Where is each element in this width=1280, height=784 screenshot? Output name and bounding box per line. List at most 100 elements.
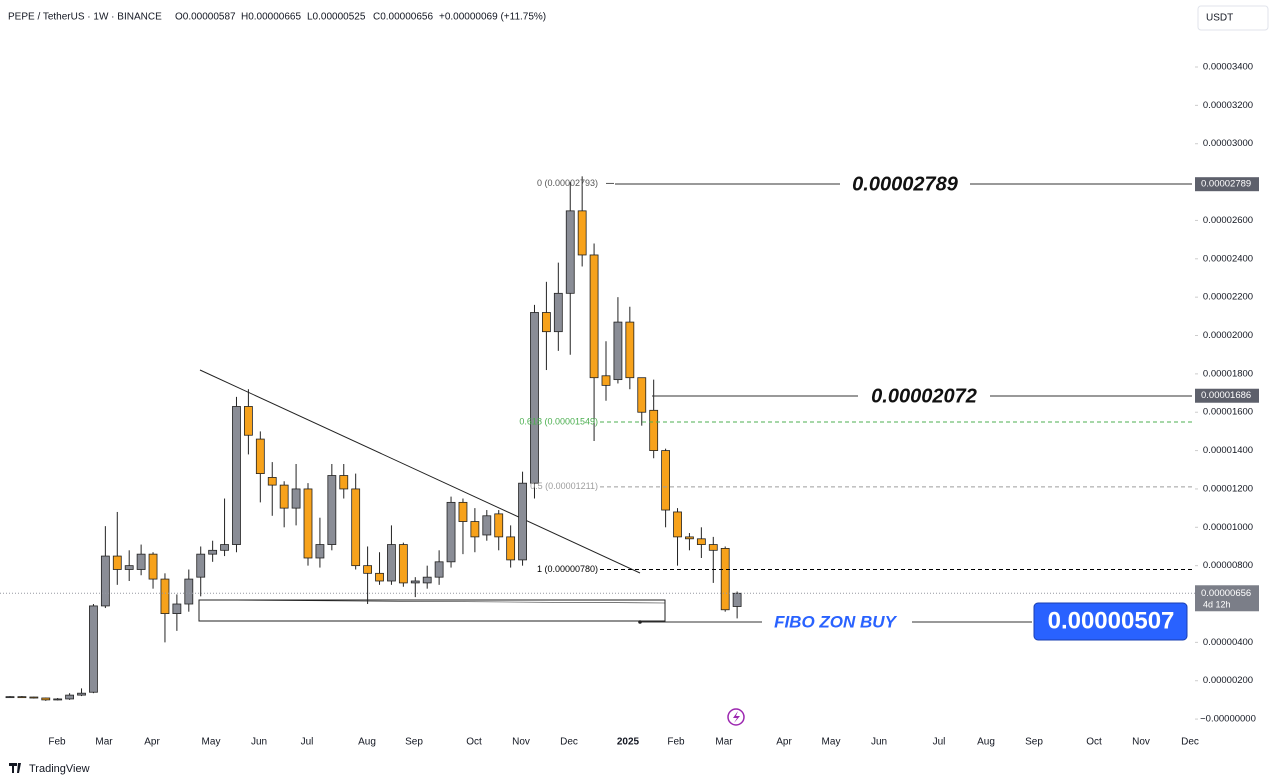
x-tick-label: Jul (301, 737, 314, 748)
candle-body (196, 553, 206, 578)
y-tick-label: 0.00002400 (1203, 253, 1253, 264)
candle-body (673, 511, 682, 538)
x-tick-label: Jun (251, 737, 267, 748)
y-tick-label: 0.00001200 (1203, 483, 1253, 494)
x-tick-label: Feb (48, 737, 66, 748)
candle-body (565, 210, 575, 294)
candle-body (601, 375, 611, 386)
candle-body (77, 692, 86, 696)
y-tick-label: 0.00002000 (1203, 330, 1253, 341)
x-tick-label: Oct (1086, 737, 1102, 748)
y-tick-label: 0.00001000 (1203, 522, 1253, 533)
candle-body (89, 605, 98, 693)
zone-line (198, 599, 666, 604)
candle-body (100, 555, 110, 607)
fib-label: 0.5 (0.00001211) (530, 481, 598, 491)
x-tick-label: Mar (95, 737, 113, 748)
candle-body (136, 553, 146, 570)
candles (5, 176, 742, 701)
price-tag (1195, 585, 1259, 612)
y-tick-label: 0.00000200 (1203, 675, 1253, 686)
currency-label: USDT (1206, 13, 1233, 24)
fib-label: 0.618 (0.00001549) (519, 416, 598, 426)
x-tick-label: Jun (871, 737, 887, 748)
candle-body (494, 513, 504, 538)
candle-body (303, 488, 313, 559)
candle-body (613, 321, 623, 381)
candle-body (625, 321, 635, 379)
price-tag-label: 0.00001686 (1201, 390, 1251, 401)
candle-body (482, 515, 492, 536)
price-tag (1195, 177, 1259, 192)
event-icon-bolt (733, 711, 740, 723)
candle-body (696, 538, 706, 545)
x-tick-label: May (202, 737, 221, 748)
candle-body (446, 501, 456, 563)
trend-line (199, 369, 641, 574)
legend-header: PEPE / TetherUS · 1W · BINANCE O0.000005… (8, 12, 546, 23)
candle-body (112, 555, 122, 570)
candle-body (184, 578, 194, 605)
x-tick-label: Feb (667, 737, 685, 748)
candle-body (208, 549, 218, 555)
ohlc-close: C0.00000656 (373, 12, 433, 23)
annotation-box (1033, 602, 1188, 641)
candle-body (518, 482, 527, 561)
candle-body (685, 536, 694, 540)
candle-body (422, 576, 432, 584)
candle-body (637, 377, 647, 413)
x-tick-label: May (822, 737, 841, 748)
candle-body (410, 580, 420, 584)
candle-body (53, 698, 63, 701)
ohlc-low: L0.00000525 (307, 12, 366, 23)
candle-body (363, 565, 373, 574)
candle-body (315, 544, 325, 559)
candle-body (327, 475, 337, 545)
brand: TradingView (29, 763, 90, 775)
candle-body (661, 450, 670, 511)
y-tick-label: 0.00000800 (1203, 560, 1253, 571)
y-tick-label: 0.00003000 (1203, 138, 1253, 149)
candle-body (589, 254, 599, 379)
annotation-text: 0.00000507 (1048, 607, 1175, 634)
annotation-text: FIBO ZON BUY (774, 612, 897, 631)
candle-body (267, 477, 277, 486)
x-tick-label: Apr (776, 737, 792, 748)
x-tick-label: Dec (1181, 737, 1199, 748)
candle-body (542, 312, 551, 333)
x-tick-label: Sep (1025, 737, 1043, 748)
candle-body (291, 488, 301, 509)
annotation-text: 0.00002072 (871, 385, 977, 407)
y-tick-label: −0.00000000 (1200, 714, 1256, 725)
candle-body (232, 406, 241, 545)
fib-label: 1 (0.00000780) (537, 564, 598, 574)
candle-body (5, 696, 15, 699)
x-tick-label: Apr (144, 737, 160, 748)
candle-body (577, 210, 587, 256)
candle-body (649, 409, 659, 451)
event-icon[interactable] (727, 708, 745, 726)
candle-body (124, 565, 134, 570)
currency-button[interactable] (1197, 5, 1269, 31)
candle-body (720, 547, 730, 611)
zone-rect (198, 599, 666, 622)
candle-body (458, 501, 468, 522)
candle-body (375, 572, 384, 582)
candle-body (398, 544, 408, 584)
price-tag-label: 0.00002789 (1201, 179, 1251, 190)
candle-body (65, 694, 74, 700)
candle-body (17, 696, 27, 699)
candle-body (243, 406, 253, 436)
anchor-dot (638, 620, 642, 624)
candle-body (339, 475, 349, 490)
y-tick-label: 0.00000400 (1203, 637, 1253, 648)
y-tick-label: 0.00002600 (1203, 215, 1253, 226)
x-tick-label: Jul (933, 737, 946, 748)
x-tick-label: Mar (715, 737, 733, 748)
y-tick-label: 0.00001800 (1203, 368, 1253, 379)
candle-body (255, 438, 265, 474)
price-tag-label: 0.00000656 (1201, 588, 1251, 599)
y-tick-label: 0.00001400 (1203, 445, 1253, 456)
